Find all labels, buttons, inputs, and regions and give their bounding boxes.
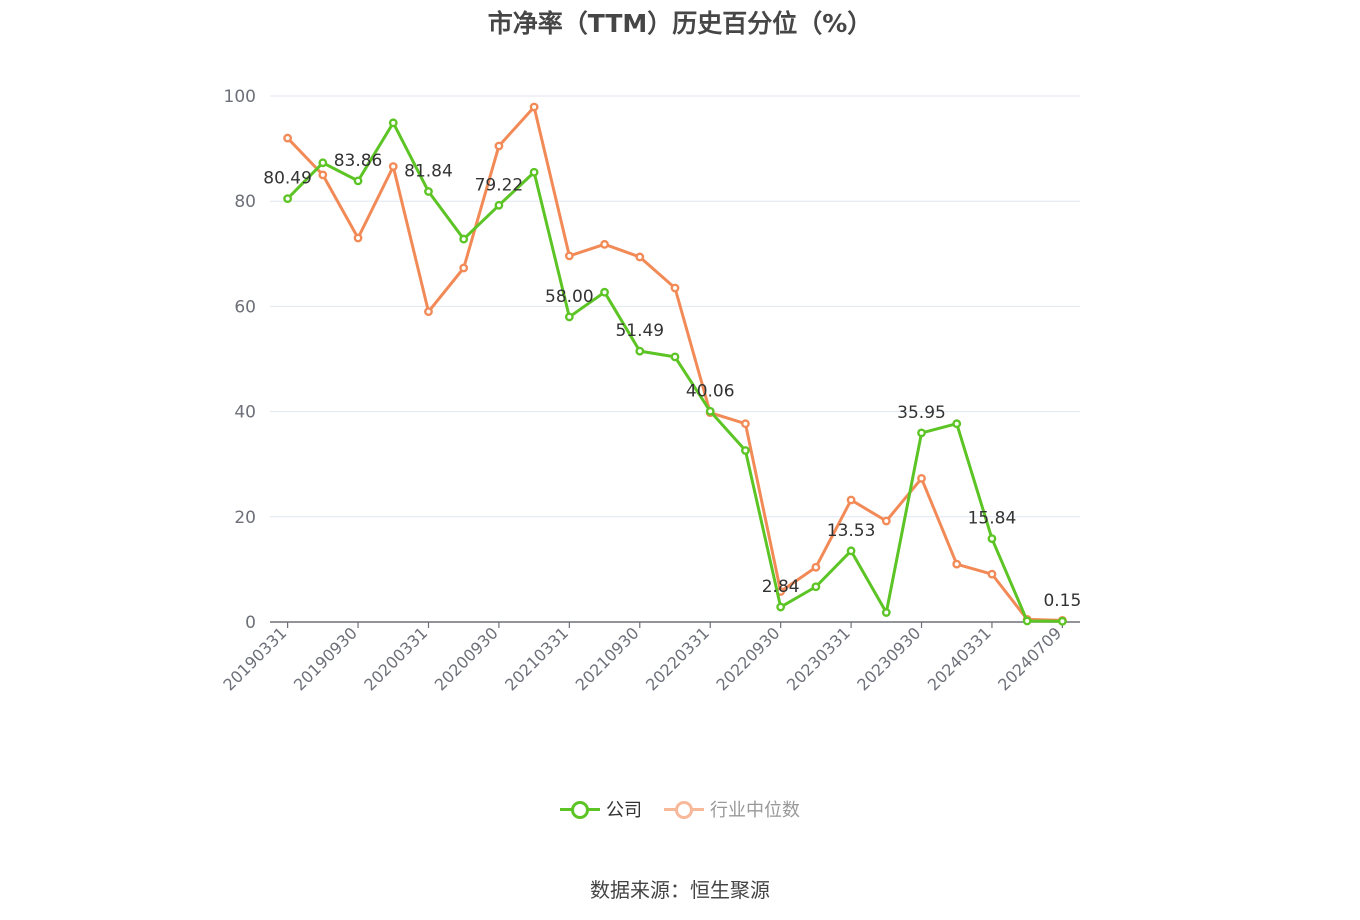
data-point-industry [987,569,997,579]
legend-label-industry: 行业中位数 [710,800,800,821]
data-label: 58.00 [545,287,594,307]
data-point-company [705,406,715,416]
data-point-industry [952,559,962,569]
data-point-industry [318,170,328,180]
x-tick-label: 20200331 [360,623,431,694]
data-point-company [353,176,363,186]
y-tick-label: 60 [234,297,256,317]
data-point-industry [881,516,891,526]
data-point-company [917,428,926,438]
series-line-industry [286,105,1063,622]
data-point-company [811,582,821,592]
legend-label-company: 公司 [606,800,642,821]
legend: 公司 行业中位数 [0,796,1360,822]
data-point-industry [459,263,469,273]
data-point-company [1022,616,1032,626]
data-point-industry [494,141,504,151]
data-point-company [529,167,539,177]
data-point-industry [635,252,645,262]
y-tick-label: 80 [234,192,256,212]
data-point-company [635,346,645,356]
data-point-company [494,200,504,210]
y-tick-label: 40 [234,403,256,423]
x-tick-label: 20240709 [994,623,1065,694]
x-tick-label: 20200930 [431,623,502,694]
y-tick-label: 100 [224,87,256,107]
data-label: 15.84 [968,509,1017,529]
y-tick-label: 0 [245,613,256,633]
data-point-company [600,287,609,297]
legend-item-company[interactable]: 公司 [560,796,642,822]
series-line-company [286,121,1063,623]
legend-industry-marker-icon [664,799,704,819]
data-point-company [670,352,680,362]
data-point-company [881,608,891,617]
data-point-company [424,187,433,196]
data-point-company [741,446,750,455]
data-point-company [776,602,786,612]
data-point-industry [564,251,574,261]
data-point-industry [811,562,821,572]
data-point-industry [353,233,363,243]
x-tick-label: 20240331 [924,623,995,694]
legend-company-marker-icon [560,799,600,819]
chart-title: 市净率（TTM）历史百分位（%） [487,9,873,38]
x-tick-label: 20220331 [642,623,713,694]
data-label: 35.95 [897,403,946,423]
data-label: 83.86 [334,151,383,171]
data-point-industry [741,419,750,429]
data-point-company [987,534,997,544]
data-point-industry [846,495,856,505]
data-point-company [459,234,469,244]
data-source-note: 数据来源：恒生聚源 [590,878,770,902]
data-point-industry [424,307,433,317]
data-point-company [564,312,574,322]
data-point-company [318,158,328,168]
data-label: 81.84 [404,162,453,182]
data-point-company [388,118,398,128]
data-label: 40.06 [686,381,735,401]
y-tick-label: 20 [234,508,256,528]
data-label: 51.49 [615,321,664,341]
data-label: 79.22 [475,175,524,195]
x-tick-label: 20230331 [783,623,854,694]
data-point-company [846,546,856,556]
data-label: 0.15 [1043,591,1081,611]
x-tick-label: 20210930 [572,623,643,694]
data-label: 13.53 [827,521,876,541]
data-point-industry [388,162,398,171]
x-tick-label: 20230930 [853,623,924,694]
data-point-company [283,194,293,204]
x-tick-label: 20190930 [290,623,361,694]
x-tick-label: 20210331 [501,623,572,694]
x-tick-label: 20190331 [219,623,290,694]
data-label: 80.49 [263,169,312,189]
data-label: 2.84 [762,577,800,597]
data-point-industry [917,474,926,483]
legend-item-industry[interactable]: 行业中位数 [664,796,800,822]
data-point-company [1057,616,1067,626]
data-point-industry [529,102,539,112]
x-tick-label: 20220930 [712,623,783,694]
data-point-industry [283,133,293,143]
data-point-industry [600,239,609,249]
data-point-company [952,419,962,429]
data-point-industry [670,283,680,293]
